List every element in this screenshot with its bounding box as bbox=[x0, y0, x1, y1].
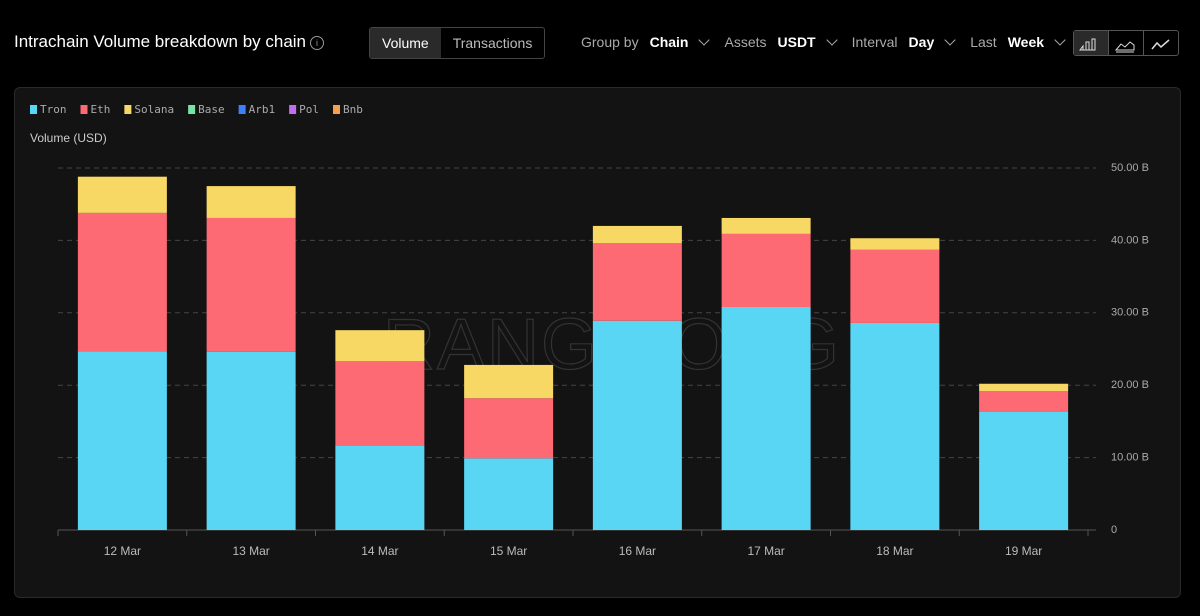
legend-swatch bbox=[238, 105, 246, 114]
filter-label: Last bbox=[970, 34, 997, 50]
y-axis-label: Volume (USD) bbox=[30, 131, 107, 145]
y-tick-label: 40.00 B bbox=[1111, 234, 1149, 246]
filter-value[interactable]: USDT bbox=[777, 34, 816, 50]
y-tick-label: 30.00 B bbox=[1111, 307, 1149, 319]
x-tick-label: 13 Mar bbox=[232, 544, 269, 558]
legend-label: Tron bbox=[40, 103, 67, 116]
filter-label: Assets bbox=[724, 34, 767, 50]
icon-glyph bbox=[1151, 39, 1170, 50]
toggle-button[interactable]: Transactions bbox=[452, 35, 533, 51]
bar-segment bbox=[206, 217, 296, 352]
legend-label: Arb1 bbox=[249, 103, 276, 116]
filter-value[interactable]: Week bbox=[1007, 34, 1045, 50]
filter-value[interactable]: Day bbox=[908, 34, 935, 50]
title: Intrachain Volume breakdown by chain bbox=[14, 32, 307, 51]
legend-label: Bnb bbox=[343, 103, 363, 116]
area-icon[interactable] bbox=[1108, 31, 1143, 55]
filters: Group by Chain Assets USDT Interval Day Las… bbox=[581, 34, 1080, 50]
bar-segment bbox=[77, 212, 167, 352]
bar-segment bbox=[592, 320, 682, 530]
legend-swatch bbox=[289, 105, 297, 114]
bar-segment bbox=[335, 330, 425, 362]
x-tick-label: 14 Mar bbox=[361, 544, 398, 558]
x-tick-label: 19 Mar bbox=[1005, 544, 1042, 558]
legend-label: Pol bbox=[299, 103, 319, 116]
y-tick-label: 0 bbox=[1111, 524, 1117, 536]
bar-segment bbox=[77, 176, 167, 213]
bar-segment bbox=[592, 243, 682, 321]
bar-segment bbox=[979, 411, 1069, 530]
x-tick-label: 15 Mar bbox=[490, 544, 527, 558]
bar-segment bbox=[979, 383, 1069, 391]
filter-label: Interval bbox=[851, 34, 898, 50]
bar-segment bbox=[850, 238, 940, 250]
toggle: Volume Transactions bbox=[369, 27, 546, 59]
bar-segment bbox=[335, 361, 425, 446]
bar-segment bbox=[464, 364, 554, 399]
bar-segment bbox=[979, 390, 1069, 412]
bar-segment bbox=[721, 217, 811, 234]
y-tick-label: 10.00 B bbox=[1111, 452, 1149, 464]
info-icon[interactable]: i bbox=[310, 36, 324, 50]
bar-segment bbox=[721, 307, 811, 530]
bar-segment bbox=[206, 186, 296, 218]
legend-swatch bbox=[30, 105, 37, 114]
bar-segment bbox=[464, 458, 554, 530]
legend-swatch bbox=[188, 105, 196, 114]
x-tick-label: 18 Mar bbox=[876, 544, 913, 558]
toggle-button[interactable]: Volume bbox=[370, 28, 441, 58]
legend-swatch bbox=[333, 105, 340, 114]
bar-segment bbox=[850, 322, 940, 530]
legend-label: Eth bbox=[91, 103, 111, 116]
x-tick-label: 12 Mar bbox=[104, 544, 141, 558]
bar-segment bbox=[850, 249, 940, 323]
icon-glyph bbox=[1114, 41, 1135, 53]
bar-icon[interactable] bbox=[1074, 31, 1108, 55]
filter-label: Group by bbox=[581, 34, 639, 50]
bar-segment bbox=[592, 225, 682, 244]
y-tick-label: 20.00 B bbox=[1111, 379, 1149, 391]
x-tick-label: 16 Mar bbox=[619, 544, 656, 558]
legend-label: Base bbox=[198, 103, 225, 116]
bar-segment bbox=[206, 351, 296, 530]
legend-label: Solana bbox=[134, 103, 174, 116]
bar-segment bbox=[464, 398, 554, 459]
filter-value[interactable]: Chain bbox=[649, 34, 689, 50]
icon-glyph bbox=[1079, 38, 1096, 51]
chart-type-buttons bbox=[1073, 30, 1179, 56]
x-tick-label: 17 Mar bbox=[747, 544, 784, 558]
bar-segment bbox=[335, 445, 425, 530]
line-icon[interactable] bbox=[1143, 31, 1178, 55]
bar-segment bbox=[77, 351, 167, 530]
bar-segment bbox=[721, 233, 811, 308]
y-tick-label: 50.00 B bbox=[1111, 162, 1149, 174]
legend-swatch bbox=[80, 105, 88, 114]
legend-swatch bbox=[124, 105, 132, 114]
